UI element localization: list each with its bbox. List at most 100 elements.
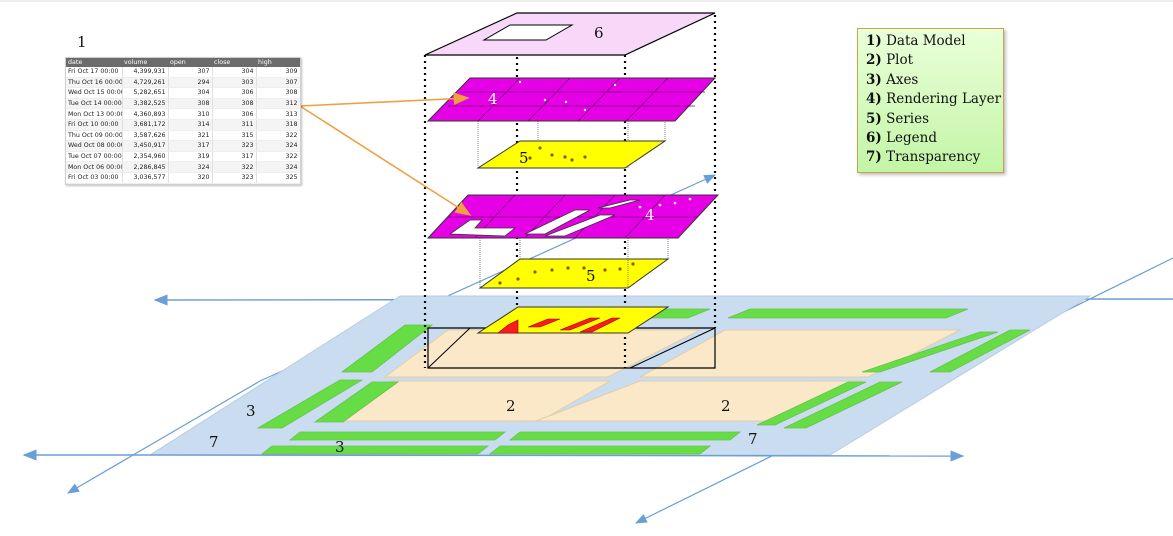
table-cell: 324	[256, 140, 300, 152]
label-legend-layer: 6	[594, 24, 604, 42]
table-row: Fri Oct 17 00:00 4,399,931 307 304 309	[66, 67, 300, 78]
table-cell: 3,681,172	[122, 119, 169, 131]
plot-area-top-right	[639, 329, 961, 378]
table-header-cell: open	[168, 58, 212, 67]
table-row: Wed Oct 15 00:00 5,282,651 304 306 308	[66, 87, 300, 99]
legend-item-number: 5)	[866, 110, 882, 127]
table-cell: 322	[256, 130, 300, 142]
table-cell: 306	[212, 108, 257, 120]
series-layer-lower	[478, 258, 670, 289]
series-layer-bottom	[476, 306, 670, 334]
label-rendering-upper: 4	[488, 90, 498, 108]
table-cell: 308	[256, 87, 300, 99]
table-header-cell: volume	[122, 58, 168, 67]
table-cell: 4,729,261	[122, 77, 169, 89]
table-cell: 318	[256, 119, 300, 131]
table-row: Thu Oct 16 00:00 4,729,261 294 303 307	[66, 77, 300, 89]
axis-bar-bottom-2	[508, 431, 742, 441]
table-cell: 307	[168, 67, 213, 78]
table-cell: Fri Oct 03 00:00	[66, 172, 123, 184]
table-header-cell: high	[256, 58, 300, 67]
legend-item: 4) Rendering Layer	[866, 90, 1001, 109]
legend-item: 5) Series	[866, 110, 995, 129]
table-cell: 294	[168, 77, 213, 89]
legend-item: 2) Plot	[866, 51, 995, 70]
axis-bar-bottom-1	[288, 431, 507, 441]
table-cell: 314	[168, 119, 213, 131]
connector-arrow-upper	[299, 92, 470, 107]
axis-arrow-diagonal-left-tail	[66, 380, 261, 494]
table-cell: 311	[212, 119, 257, 131]
table-cell: 317	[168, 183, 213, 184]
table-cell: 3,450,917	[122, 140, 169, 152]
table-cell: 4,399,931	[122, 67, 169, 78]
table-row: Mon Oct 13 00:00 4,360,893 310 306 313	[66, 108, 300, 120]
axis-arrow-horizontal-lower	[149, 450, 965, 462]
axis-bar-bottom-3	[260, 445, 490, 455]
legend-item-text: Rendering Layer	[886, 91, 1002, 108]
table-cell: 303	[212, 77, 257, 89]
legend-item-text: Series	[886, 110, 930, 127]
legend-item-number: 6)	[866, 130, 882, 147]
table-cell: 317	[212, 151, 257, 163]
legend-item-number: 2)	[866, 52, 882, 69]
table-cell: 323	[212, 140, 257, 152]
table-row: Thu Oct 09 00:00 3,587,626 321 315 322	[66, 130, 300, 142]
legend-item: 1) Data Model	[866, 32, 995, 51]
table-cell: 3,587,626	[122, 130, 169, 142]
table-cell: 318	[212, 183, 257, 184]
table-cell: Thu Oct 16 00:00	[66, 77, 123, 89]
axis-bar-right-4	[756, 381, 867, 426]
series-bar-1	[497, 319, 519, 334]
table-cell: 304	[212, 67, 257, 78]
label-series-lower: 5	[586, 267, 596, 285]
label-plot-left: 2	[506, 397, 516, 415]
axis-bar-top-2	[727, 308, 969, 319]
axis-bar-right-1	[929, 329, 1031, 373]
table-cell: Thu Oct 02 00:00	[66, 183, 123, 184]
table-cell: 317	[168, 140, 213, 152]
table-cell: Thu Oct 09 00:00	[66, 130, 123, 142]
table-cell: 3,562,618	[122, 183, 169, 184]
table-cell: 304	[168, 87, 213, 99]
table-cell: 325	[256, 172, 300, 184]
legend-item-number: 3)	[866, 71, 882, 88]
table-cell: 5,282,651	[122, 87, 169, 99]
rendering-cutout-3	[544, 214, 616, 237]
rendering-cutout-1	[448, 219, 517, 237]
table-row: Wed Oct 08 00:00 3,450,917 317 323 324	[66, 140, 300, 152]
legend-item: 7) Transparency	[866, 148, 995, 167]
legend-item: 3) Axes	[866, 71, 995, 90]
table-cell: 309	[256, 67, 300, 78]
table-cell: 324	[256, 161, 300, 173]
table-cell: Wed Oct 08 00:00	[66, 140, 123, 152]
table-row: Tue Oct 14 00:00 3,382,525 308 308 312	[66, 98, 300, 110]
table-cell: 306	[212, 87, 257, 99]
table-row: Thu Oct 02 00:003,562,618317318319	[66, 183, 300, 184]
table-cell: 319	[168, 151, 213, 163]
axis-bar-left-2	[313, 381, 400, 423]
stack-box-bottom-edge	[427, 327, 471, 369]
table-cell: Mon Oct 06 00:00	[66, 161, 123, 173]
table-cell: Mon Oct 13 00:00	[66, 108, 123, 120]
table-cell: 2,286,845	[122, 161, 169, 173]
table-body: Fri Oct 17 00:00 4,399,931 307 304 309 Thu Oc…	[66, 67, 300, 184]
legend-item-text: Data Model	[886, 33, 966, 49]
table-row: Fri Oct 03 00:00 3,036,577 320 323 325	[66, 172, 300, 184]
series-layer-upper	[476, 140, 667, 169]
axis-bar-left-3	[256, 379, 364, 429]
legend-item-number: 1)	[866, 33, 882, 49]
table-cell: 308	[168, 98, 213, 110]
table-cell: 321	[168, 130, 213, 142]
axis-bar-left-1	[340, 324, 434, 373]
table-cell: Tue Oct 07 00:00	[66, 151, 123, 163]
rendering-cutout-4	[597, 199, 641, 209]
table-cell: 4,360,893	[122, 108, 169, 120]
rendering-cutout-2	[524, 209, 591, 235]
table-cell: 3,382,525	[122, 98, 169, 110]
axis-bar-right-3	[783, 381, 903, 429]
legend-box: 1) Data Model 2) Plot 3) Axes 4) Rendering …	[857, 28, 1004, 173]
label-axis-bottom: 3	[335, 438, 345, 456]
